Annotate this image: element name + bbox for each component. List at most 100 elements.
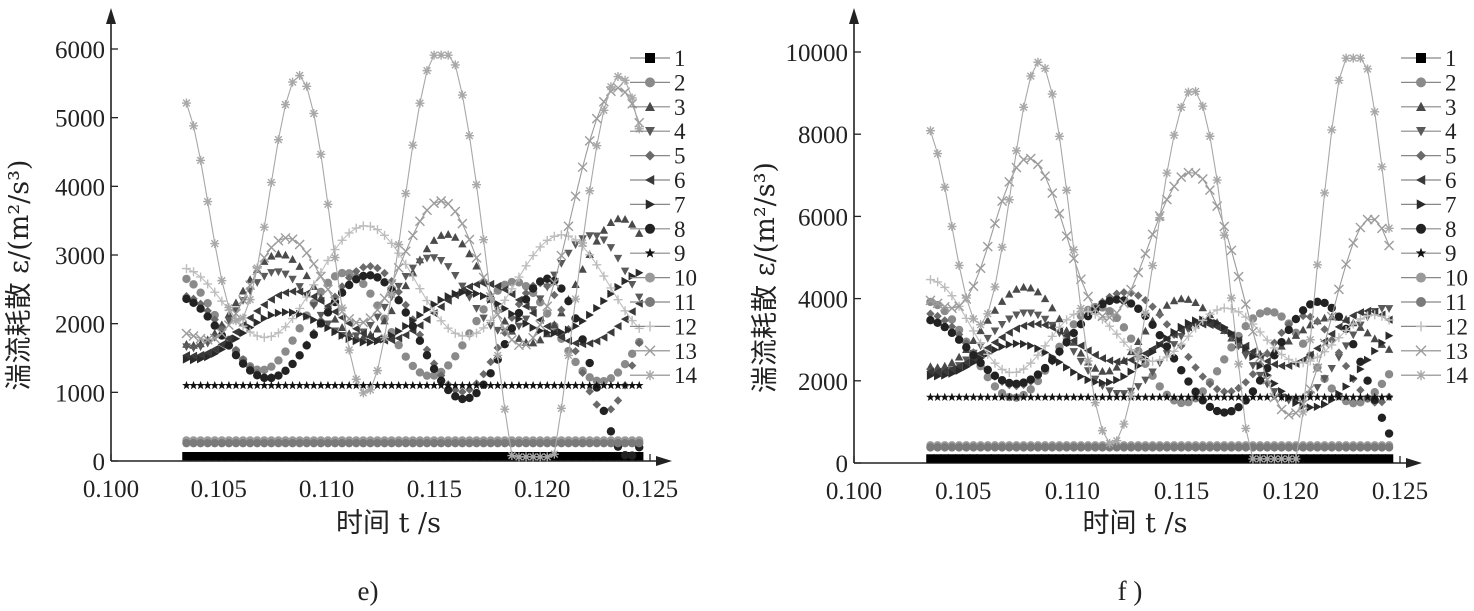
data-point <box>528 251 538 261</box>
data-point <box>1384 429 1394 438</box>
data-point <box>1212 392 1222 401</box>
data-point <box>309 380 319 390</box>
y-axis-arrow <box>849 8 859 24</box>
data-point <box>366 289 375 298</box>
data-point <box>423 305 432 314</box>
data-point <box>635 293 644 302</box>
data-point <box>940 316 949 325</box>
data-point <box>478 272 489 283</box>
data-point <box>1011 146 1021 156</box>
data-point <box>1212 367 1222 376</box>
data-point <box>330 296 341 307</box>
data-point <box>238 321 248 331</box>
data-point <box>990 382 1000 391</box>
data-point <box>465 288 474 297</box>
data-point <box>634 323 644 333</box>
data-point <box>1148 443 1157 452</box>
data-point <box>990 338 999 347</box>
data-point <box>997 454 1007 463</box>
data-point <box>1062 185 1072 195</box>
data-point <box>1033 311 1043 320</box>
data-point <box>1241 378 1250 387</box>
data-point <box>330 253 340 263</box>
data-point <box>308 258 319 269</box>
data-point <box>926 362 935 370</box>
data-point <box>1313 384 1322 392</box>
data-point <box>969 443 978 452</box>
series-1 <box>926 454 1394 463</box>
legend-marker <box>645 199 655 210</box>
data-point <box>210 438 219 448</box>
data-point <box>954 392 964 401</box>
data-point <box>514 272 524 282</box>
legend-marker <box>1415 345 1427 357</box>
data-point <box>408 322 418 331</box>
data-point <box>451 392 460 401</box>
data-point <box>1119 454 1129 463</box>
data-point <box>359 451 368 461</box>
data-point <box>1040 320 1049 330</box>
data-point <box>1112 392 1122 401</box>
data-point <box>1112 295 1121 304</box>
legend-marker <box>1416 101 1426 112</box>
x-tick-label: 0.115 <box>407 476 462 503</box>
data-point <box>933 392 942 401</box>
data-point <box>1349 454 1358 463</box>
data-point <box>1198 396 1207 405</box>
data-point <box>274 451 283 461</box>
data-point <box>983 443 992 452</box>
data-point <box>1177 322 1186 332</box>
data-point <box>1298 306 1308 315</box>
data-point <box>1363 64 1373 74</box>
data-point <box>1247 326 1258 337</box>
data-point <box>458 394 467 404</box>
data-point <box>388 331 396 340</box>
data-point <box>351 223 361 233</box>
data-point <box>1349 443 1358 452</box>
data-point <box>1341 259 1352 270</box>
data-point <box>330 451 340 461</box>
data-point <box>1141 454 1150 463</box>
data-point <box>1083 346 1092 355</box>
data-point <box>627 380 637 390</box>
data-point <box>1191 392 1200 401</box>
data-point <box>1005 454 1014 463</box>
data-point <box>464 234 475 245</box>
legend-marker <box>1415 247 1427 258</box>
data-point <box>940 454 949 463</box>
data-point <box>1313 344 1321 353</box>
data-point <box>1327 340 1337 350</box>
legend-label: 12 <box>674 314 697 339</box>
data-point <box>1320 313 1329 322</box>
x-axis-title: 时间 t /s <box>336 508 441 539</box>
data-point <box>1090 309 1100 319</box>
data-point <box>1033 287 1043 296</box>
data-point <box>620 360 630 369</box>
data-point <box>337 380 347 390</box>
data-point <box>1270 379 1279 388</box>
data-point <box>1155 330 1164 340</box>
data-point <box>295 262 304 270</box>
data-point <box>451 352 460 361</box>
data-point <box>288 359 297 369</box>
legend-label: 2 <box>1445 70 1457 95</box>
data-point <box>1068 253 1079 264</box>
legend-marker <box>645 150 655 161</box>
data-point <box>500 451 510 461</box>
data-point <box>182 380 191 390</box>
data-point <box>606 218 616 227</box>
data-point <box>1155 454 1164 463</box>
data-point <box>1327 443 1336 452</box>
data-point <box>1377 379 1387 389</box>
data-point <box>210 310 219 320</box>
data-point <box>422 254 432 263</box>
data-point <box>1147 229 1158 240</box>
data-point <box>557 328 566 337</box>
data-point <box>316 311 326 320</box>
data-point <box>472 316 481 326</box>
data-point <box>543 328 552 337</box>
data-point <box>556 250 567 261</box>
data-point <box>181 98 191 108</box>
data-point <box>940 282 950 292</box>
